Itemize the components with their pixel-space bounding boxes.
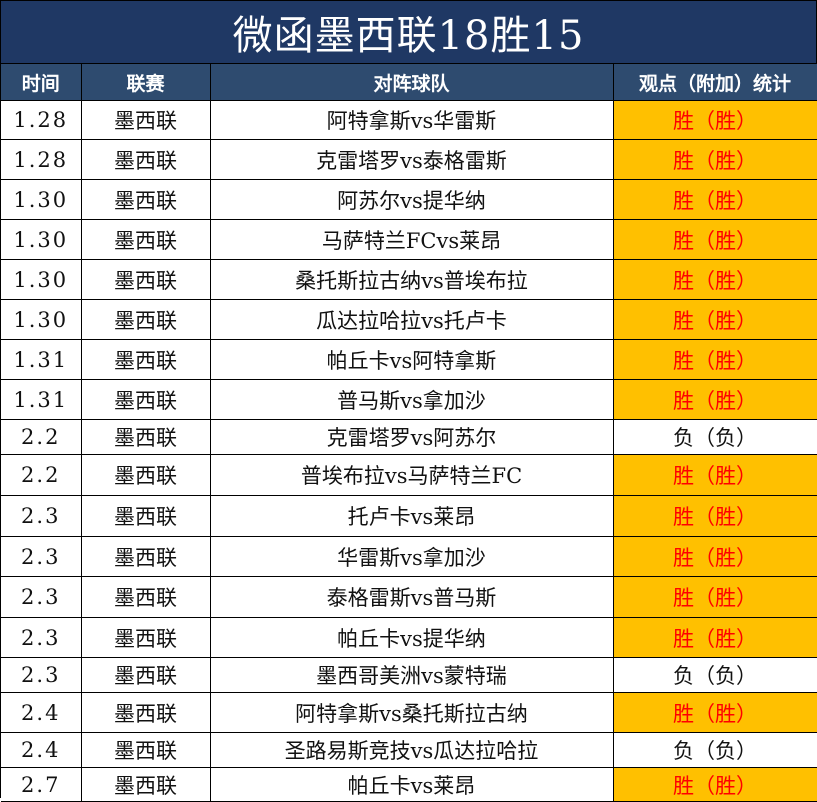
table-row: 1.28 墨西联 克雷塔罗vs泰格雷斯 胜（胜） [1, 139, 817, 180]
match-cell: 帕丘卡vs阿特拿斯 [210, 339, 614, 380]
table-row: 2.2 墨西联 普埃布拉vs马萨特兰FC 胜（胜） [1, 454, 817, 496]
date-cell: 2.7 [1, 767, 82, 802]
match-cell: 墨西哥美洲vs蒙特瑞 [210, 657, 614, 693]
date-cell: 1.30 [1, 179, 82, 220]
date-cell: 1.28 [1, 100, 82, 140]
table-row: 1.30 墨西联 阿苏尔vs提华纳 胜（胜） [1, 179, 817, 220]
match-cell: 阿苏尔vs提华纳 [210, 179, 614, 220]
table-body: 1.28 墨西联 阿特拿斯vs华雷斯 胜（胜） 1.28 墨西联 克雷塔罗vs泰格雷斯 胜（胜… [1, 100, 817, 802]
date-cell: 1.28 [1, 139, 82, 180]
result-cell: 胜（胜） [613, 100, 817, 140]
result-cell: 胜（胜） [613, 576, 817, 618]
match-cell: 帕丘卡vs莱昂 [210, 767, 614, 802]
match-cell: 阿特拿斯vs华雷斯 [210, 100, 614, 140]
result-cell: 胜（胜） [613, 179, 817, 220]
league-cell: 墨西联 [81, 379, 211, 420]
league-cell: 墨西联 [81, 495, 211, 537]
table-row: 1.31 墨西联 帕丘卡vs阿特拿斯 胜（胜） [1, 339, 817, 380]
league-cell: 墨西联 [81, 657, 211, 693]
league-cell: 墨西联 [81, 339, 211, 380]
table-row: 1.28 墨西联 阿特拿斯vs华雷斯 胜（胜） [1, 100, 817, 140]
match-cell: 马萨特兰FCvs莱昂 [210, 219, 614, 260]
result-cell: 胜（胜） [613, 219, 817, 260]
date-cell: 1.30 [1, 299, 82, 340]
result-cell: 胜（胜） [613, 379, 817, 420]
match-cell: 克雷塔罗vs阿苏尔 [210, 419, 614, 455]
result-cell: 胜（胜） [613, 259, 817, 300]
date-cell: 1.30 [1, 259, 82, 300]
date-cell: 2.4 [1, 732, 82, 768]
date-cell: 2.4 [1, 692, 82, 733]
date-cell: 2.3 [1, 536, 82, 577]
league-cell: 墨西联 [81, 732, 211, 768]
league-cell: 墨西联 [81, 419, 211, 455]
date-cell: 2.2 [1, 419, 82, 455]
league-cell: 墨西联 [81, 617, 211, 658]
league-cell: 墨西联 [81, 767, 211, 802]
table-row: 2.2 墨西联 克雷塔罗vs阿苏尔 负（负） [1, 419, 817, 455]
league-cell: 墨西联 [81, 576, 211, 618]
result-cell: 胜（胜） [613, 767, 817, 802]
table-row: 2.4 墨西联 阿特拿斯vs桑托斯拉古纳 胜（胜） [1, 692, 817, 733]
table-row: 2.3 墨西联 墨西哥美洲vs蒙特瑞 负（负） [1, 657, 817, 693]
result-cell: 胜（胜） [613, 495, 817, 537]
date-cell: 1.31 [1, 379, 82, 420]
header-league: 联赛 [81, 64, 211, 101]
date-cell: 1.30 [1, 219, 82, 260]
date-cell: 1.31 [1, 339, 82, 380]
match-cell: 圣路易斯竞技vs瓜达拉哈拉 [210, 732, 614, 768]
league-cell: 墨西联 [81, 139, 211, 180]
result-cell: 胜（胜） [613, 299, 817, 340]
table-row: 2.3 墨西联 托卢卡vs莱昂 胜（胜） [1, 495, 817, 537]
result-cell: 负（负） [613, 732, 817, 768]
table-row: 2.3 墨西联 华雷斯vs拿加沙 胜（胜） [1, 536, 817, 577]
match-cell: 克雷塔罗vs泰格雷斯 [210, 139, 614, 180]
results-table: 时间 联赛 对阵球队 观点（附加）统计 1.28 墨西联 阿特拿斯vs华雷斯 胜（胜）… [1, 64, 817, 802]
league-cell: 墨西联 [81, 219, 211, 260]
table-row: 2.4 墨西联 圣路易斯竞技vs瓜达拉哈拉 负（负） [1, 732, 817, 768]
header-result: 观点（附加）统计 [613, 64, 817, 101]
header-match: 对阵球队 [210, 64, 614, 101]
result-cell: 胜（胜） [613, 339, 817, 380]
match-cell: 泰格雷斯vs普马斯 [210, 576, 614, 618]
match-cell: 帕丘卡vs提华纳 [210, 617, 614, 658]
league-cell: 墨西联 [81, 299, 211, 340]
league-cell: 墨西联 [81, 179, 211, 220]
match-cell: 阿特拿斯vs桑托斯拉古纳 [210, 692, 614, 733]
date-cell: 2.3 [1, 617, 82, 658]
league-cell: 墨西联 [81, 100, 211, 140]
match-cell: 瓜达拉哈拉vs托卢卡 [210, 299, 614, 340]
date-cell: 2.3 [1, 495, 82, 537]
match-cell: 普马斯vs拿加沙 [210, 379, 614, 420]
header-time: 时间 [1, 64, 82, 101]
table-row: 1.30 墨西联 马萨特兰FCvs莱昂 胜（胜） [1, 219, 817, 260]
result-cell: 胜（胜） [613, 692, 817, 733]
league-cell: 墨西联 [81, 259, 211, 300]
result-cell: 胜（胜） [613, 536, 817, 577]
result-cell: 负（负） [613, 419, 817, 455]
match-cell: 桑托斯拉古纳vs普埃布拉 [210, 259, 614, 300]
date-cell: 2.2 [1, 454, 82, 496]
match-cell: 普埃布拉vs马萨特兰FC [210, 454, 614, 496]
result-cell: 胜（胜） [613, 617, 817, 658]
table-row: 2.7 墨西联 帕丘卡vs莱昂 胜（胜） [1, 767, 817, 802]
table-row: 1.30 墨西联 瓜达拉哈拉vs托卢卡 胜（胜） [1, 299, 817, 340]
header-row: 时间 联赛 对阵球队 观点（附加）统计 [1, 64, 817, 101]
league-cell: 墨西联 [81, 536, 211, 577]
sheet-title: 微函墨西联18胜15 [1, 1, 817, 64]
date-cell: 2.3 [1, 576, 82, 618]
date-cell: 2.3 [1, 657, 82, 693]
result-cell: 负（负） [613, 657, 817, 693]
table-row: 2.3 墨西联 帕丘卡vs提华纳 胜（胜） [1, 617, 817, 658]
table-row: 2.3 墨西联 泰格雷斯vs普马斯 胜（胜） [1, 576, 817, 618]
league-cell: 墨西联 [81, 692, 211, 733]
table-row: 1.31 墨西联 普马斯vs拿加沙 胜（胜） [1, 379, 817, 420]
result-cell: 胜（胜） [613, 454, 817, 496]
result-cell: 胜（胜） [613, 139, 817, 180]
match-cell: 华雷斯vs拿加沙 [210, 536, 614, 577]
league-cell: 墨西联 [81, 454, 211, 496]
table-row: 1.30 墨西联 桑托斯拉古纳vs普埃布拉 胜（胜） [1, 259, 817, 300]
match-cell: 托卢卡vs莱昂 [210, 495, 614, 537]
